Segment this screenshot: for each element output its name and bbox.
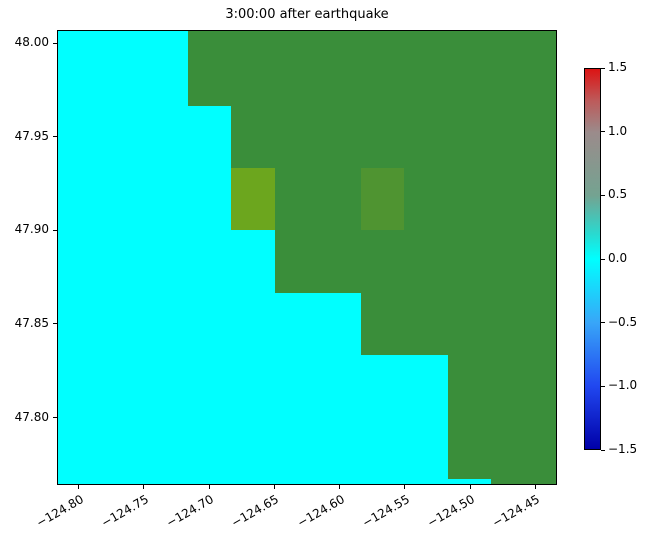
y-tick-label: 47.85 bbox=[14, 315, 49, 330]
colorbar-tick-mark bbox=[601, 385, 605, 387]
colorbar-tick-label: 1.5 bbox=[608, 60, 628, 74]
x-tick-mark bbox=[534, 485, 536, 489]
y-tick-mark bbox=[53, 136, 57, 138]
x-tick-label: −124.60 bbox=[294, 492, 347, 531]
y-tick-label: 47.95 bbox=[14, 128, 49, 143]
y-tick-label: 48.00 bbox=[14, 35, 49, 50]
x-tick-mark bbox=[143, 485, 145, 489]
x-tick-label: −124.45 bbox=[490, 492, 543, 531]
anomaly-patch bbox=[361, 168, 405, 231]
x-tick-label: −124.55 bbox=[359, 492, 412, 531]
x-tick-mark bbox=[339, 485, 341, 489]
ocean-region bbox=[58, 31, 188, 107]
y-tick-label: 47.90 bbox=[14, 222, 49, 237]
chart-title: 3:00:00 after earthquake bbox=[225, 7, 389, 22]
colorbar-tick-label: 1.0 bbox=[608, 123, 628, 138]
y-tick-label: 47.80 bbox=[14, 409, 49, 424]
y-tick-mark bbox=[53, 229, 57, 231]
colorbar-tick-label: 0.5 bbox=[608, 187, 628, 202]
anomaly-patch bbox=[231, 168, 275, 231]
colorbar-tick-mark bbox=[601, 194, 605, 196]
ocean-region bbox=[58, 292, 362, 355]
ocean-region bbox=[58, 478, 492, 484]
x-tick-mark bbox=[208, 485, 210, 489]
x-tick-label: −124.80 bbox=[33, 492, 86, 531]
y-tick-mark bbox=[53, 417, 57, 419]
ocean-region bbox=[58, 230, 275, 293]
y-tick-mark bbox=[53, 323, 57, 325]
colorbar-tick-mark bbox=[601, 322, 605, 324]
colorbar-tick-mark bbox=[601, 449, 605, 451]
colorbar-tick-mark bbox=[601, 131, 605, 133]
colorbar-tick-label: −1.0 bbox=[608, 378, 638, 393]
colorbar-tick-label: 0.0 bbox=[608, 251, 628, 265]
colorbar-tick-label: −0.5 bbox=[608, 314, 638, 329]
x-tick-label: −124.50 bbox=[424, 492, 477, 531]
ocean-region bbox=[58, 354, 448, 479]
ocean-region bbox=[58, 106, 232, 231]
heatmap-plot bbox=[57, 30, 557, 485]
colorbar bbox=[584, 68, 601, 450]
y-tick-mark bbox=[53, 42, 57, 44]
x-tick-label: −124.65 bbox=[229, 492, 282, 531]
x-tick-label: −124.75 bbox=[98, 492, 151, 531]
colorbar-tick-label: −1.5 bbox=[608, 442, 638, 456]
x-tick-mark bbox=[469, 485, 471, 489]
x-tick-mark bbox=[273, 485, 275, 489]
colorbar-tick-mark bbox=[601, 258, 605, 260]
x-tick-label: −124.70 bbox=[164, 492, 217, 531]
x-tick-mark bbox=[78, 485, 80, 489]
colorbar-tick-mark bbox=[601, 67, 605, 69]
x-tick-mark bbox=[404, 485, 406, 489]
